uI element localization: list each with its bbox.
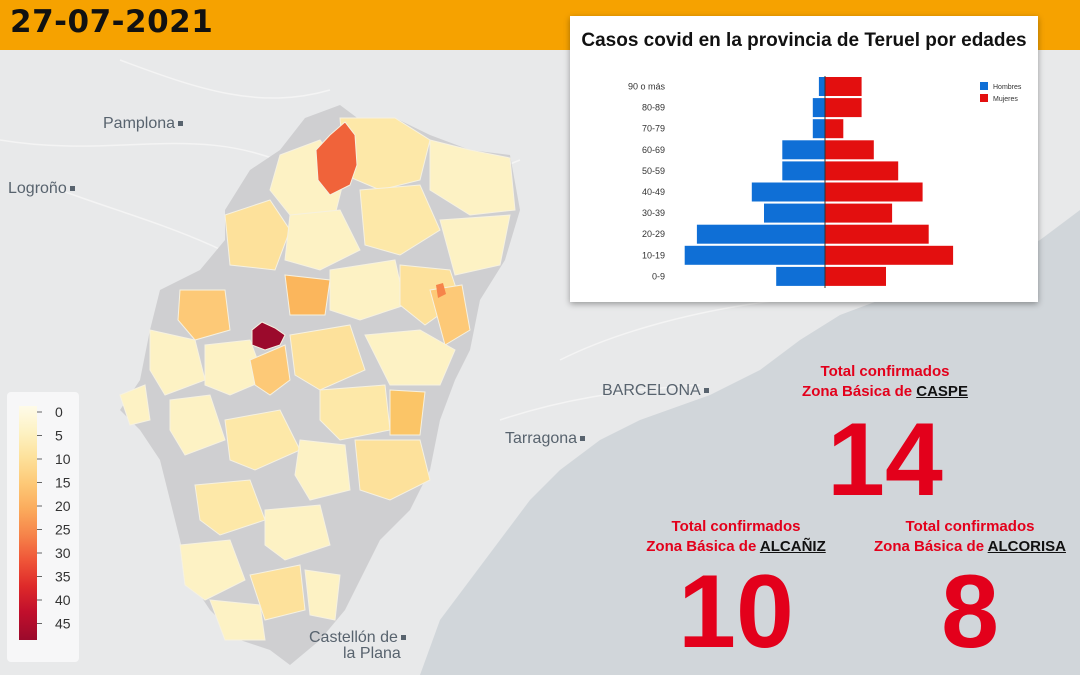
legend-swatch-mujeres: [980, 94, 988, 102]
bar-mujeres: [825, 98, 862, 118]
total-caspe-zone-line: Zona Básica de CASPE: [785, 382, 985, 402]
bar-mujeres: [825, 140, 874, 160]
scale-tick-label: 35: [55, 569, 71, 585]
age-group-label: 40-49: [642, 187, 665, 197]
total-caspe-prefix: Zona Básica de: [802, 383, 917, 400]
bar-hombres: [782, 140, 825, 160]
age-group-label: 90 o más: [628, 82, 666, 92]
bar-hombres: [764, 203, 825, 223]
scale-tick-label: 30: [55, 545, 71, 561]
bar-mujeres: [825, 77, 862, 96]
total-alcorisa-value: 8: [941, 554, 999, 670]
health-zones: [119, 117, 516, 641]
legend-label-hombres: Hombres: [993, 84, 1022, 91]
report-date: 27-07-2021: [10, 4, 214, 40]
age-group-label: 10-19: [642, 250, 665, 260]
bar-hombres: [812, 119, 825, 139]
total-alcorisa-zone-line: Zona Básica de ALCORISA: [870, 537, 1070, 557]
zone-hotspot-north: [315, 121, 358, 196]
bar-mujeres: [825, 245, 954, 265]
total-caspe-title: Total confirmados: [820, 363, 950, 380]
total-caspe-zone: CASPE: [916, 383, 968, 400]
age-group-label: 30-39: [642, 208, 665, 218]
city-label-barcelona: BARCELONA: [602, 382, 709, 400]
city-label-castellon: Castellón de: [309, 629, 406, 647]
total-alcaniz-label: Total confirmados Zona Básica de ALCAÑIZ: [636, 517, 836, 557]
legend-swatch-hombres: [980, 82, 988, 90]
age-group-label: 70-79: [642, 124, 665, 134]
age-group-label: 80-89: [642, 103, 665, 113]
scale-tick-label: 15: [55, 475, 71, 491]
age-group-label: 60-69: [642, 145, 665, 155]
total-alcaniz-prefix: Zona Básica de: [646, 538, 760, 555]
total-alcorisa-zone: ALCORISA: [987, 538, 1066, 555]
bar-mujeres: [825, 266, 886, 286]
bar-mujeres: [825, 182, 923, 202]
city-label-pamplona: Pamplona: [103, 115, 184, 133]
scale-tick-label: 45: [55, 616, 71, 632]
city-label-logrono: Logroño: [8, 180, 75, 198]
zone-hotspot-east: [436, 283, 446, 298]
city-label-castellon-2: la Plana: [343, 645, 401, 662]
bar-hombres: [812, 98, 825, 118]
bar-hombres: [684, 245, 825, 265]
scale-bar: [19, 406, 37, 640]
total-alcaniz-title: Total confirmados: [671, 518, 801, 535]
bar-mujeres: [825, 161, 899, 181]
bar-mujeres: [825, 203, 893, 223]
bar-hombres: [696, 224, 825, 244]
chart-title: Casos covid en la provincia de Teruel po…: [581, 30, 1027, 51]
scale-tick-label: 0: [55, 404, 63, 420]
bar-hombres: [782, 161, 825, 181]
age-group-label: 0-9: [652, 271, 665, 281]
bar-hombres: [818, 77, 825, 96]
age-group-label: 50-59: [642, 166, 665, 176]
total-caspe-value: 14: [827, 402, 943, 518]
total-caspe-label: Total confirmados Zona Básica de CASPE: [785, 362, 985, 402]
bar-hombres: [751, 182, 825, 202]
scale-tick-label: 5: [55, 428, 63, 444]
bar-mujeres: [825, 224, 929, 244]
bar-mujeres: [825, 119, 844, 139]
scale-tick-label: 25: [55, 522, 71, 538]
zone-hotspot-zaragoza: [251, 321, 286, 351]
total-alcaniz-zone: ALCAÑIZ: [759, 538, 826, 555]
total-alcorisa-prefix: Zona Básica de: [874, 538, 988, 555]
color-scale: 0 5 10 15 20 25 30 35 40 45: [19, 404, 71, 640]
legend-label-mujeres: Mujeres: [993, 96, 1018, 103]
age-group-label: 20-29: [642, 229, 665, 239]
scale-tick-label: 10: [55, 451, 71, 467]
total-alcaniz-value: 10: [678, 554, 794, 670]
scale-tick-label: 20: [55, 498, 71, 514]
scale-ticks: 0 5 10 15 20 25 30 35 40 45: [37, 404, 71, 632]
city-label-tarragona: Tarragona: [505, 430, 586, 448]
total-alcaniz-zone-line: Zona Básica de ALCAÑIZ: [636, 537, 836, 557]
age-pyramid-chart: 90 o más 80-89 70-79 60-69 50-59 40-49 30-39 20…: [628, 76, 1022, 288]
bar-hombres: [776, 266, 825, 286]
total-alcorisa-label: Total confirmados Zona Básica de ALCORIS…: [870, 517, 1070, 557]
scale-tick-label: 40: [55, 592, 71, 608]
color-scale-legend: 0 5 10 15 20 25 30 35 40 45: [7, 392, 79, 662]
total-alcorisa-title: Total confirmados: [905, 518, 1035, 535]
sea: [420, 210, 1080, 675]
age-pyramid-panel: Casos covid en la provincia de Teruel po…: [570, 16, 1038, 302]
